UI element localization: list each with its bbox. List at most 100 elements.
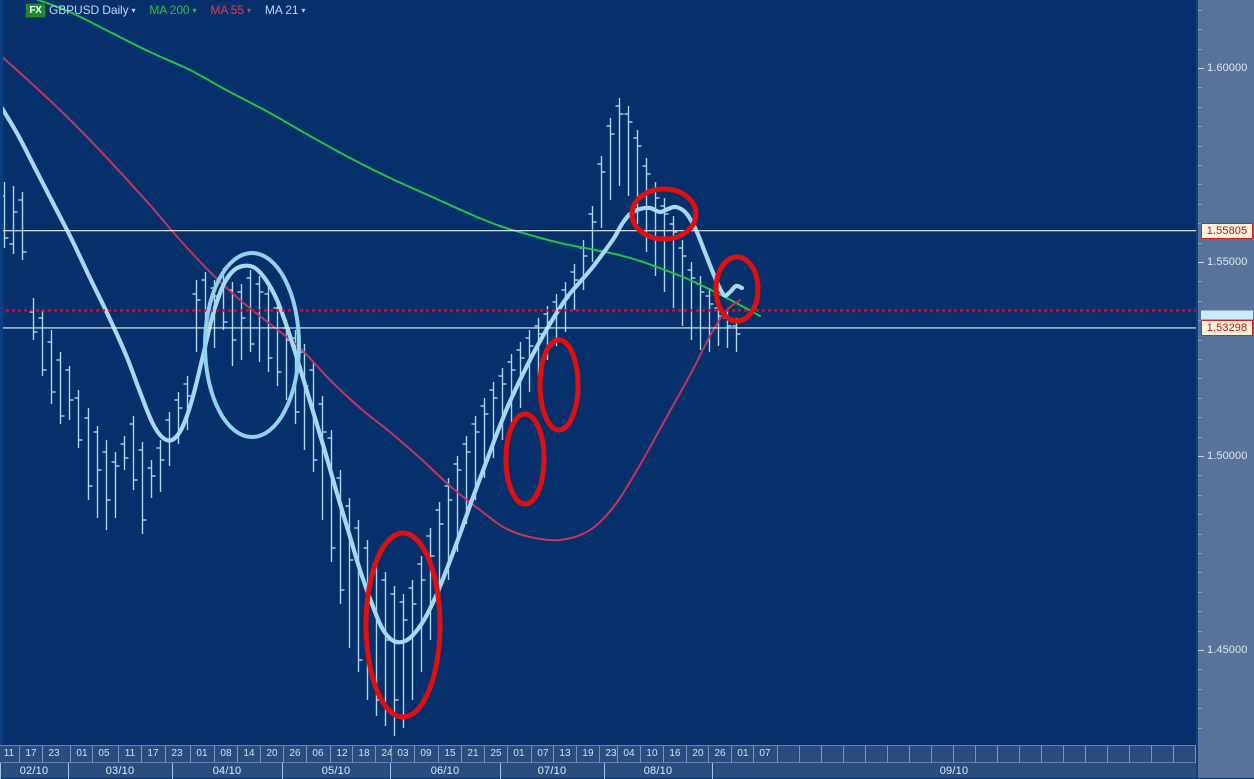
date-axis[interactable]: 11 17 23 01 05 11 17 23 01 08 14 20 26 06 12 18 24 03 09 15… — [0, 745, 1254, 779]
date-axis-separator — [1151, 746, 1152, 763]
date-axis-separator — [484, 746, 485, 763]
ma-55-label: MA 55 — [210, 3, 244, 17]
annotation-pullback-entry-2[interactable] — [537, 337, 581, 433]
date-axis-day-label: 19 — [582, 748, 594, 759]
date-axis-day-label: 08 — [220, 748, 232, 759]
date-axis-day-label: 23 — [605, 748, 617, 759]
date-axis-separator — [975, 746, 976, 763]
ma-line-ma-21 — [0, 102, 745, 645]
price-axis-minor-tick — [1198, 552, 1202, 554]
annotation-pullback-entry-1[interactable] — [503, 411, 547, 507]
price-axis[interactable]: 1.60000 1.55000 1.50000 1.45000 1.55805 1.532… — [1196, 0, 1254, 745]
date-axis-month-separator — [604, 763, 605, 779]
chart-toolbar: FX GBPUSD Daily ▾ MA 200 ▾ MA 55 ▾ MA 21 ▾ — [0, 0, 1254, 20]
price-axis-minor-tick — [1198, 533, 1202, 535]
price-axis-tick — [1198, 67, 1204, 69]
date-axis-separator — [1107, 746, 1108, 763]
price-axis-minor-tick — [1198, 688, 1202, 690]
price-axis-minor-tick — [1198, 320, 1202, 322]
date-axis-separator — [865, 746, 866, 763]
date-axis-day-label: 11 — [3, 748, 15, 759]
ma-line-ma-200 — [37, 0, 761, 317]
date-axis-month-label: 07/10 — [537, 765, 567, 777]
date-axis-separator — [843, 746, 844, 763]
price-axis-minor-tick — [1198, 358, 1202, 360]
plot-left-edge — [0, 0, 3, 745]
price-axis-minor-tick — [1198, 611, 1202, 613]
date-axis-day-label: 16 — [669, 748, 681, 759]
date-axis-month-label: 06/10 — [430, 765, 460, 777]
date-axis-month-separator — [0, 763, 1, 779]
date-axis-separator — [553, 746, 554, 763]
price-axis-minor-tick — [1198, 591, 1202, 593]
chevron-down-icon: ▾ — [301, 6, 306, 15]
price-axis-minor-tick — [1198, 475, 1202, 477]
price-axis-label: 1.45000 — [1207, 643, 1248, 656]
price-axis-minor-tick — [1198, 397, 1202, 399]
date-axis-separator — [663, 746, 664, 763]
date-axis-separator — [330, 746, 331, 763]
date-axis-separator — [931, 746, 932, 763]
date-axis-separator — [391, 746, 392, 763]
date-axis-day-label: 18 — [358, 748, 370, 759]
date-axis-day-label: 01 — [76, 748, 88, 759]
symbol-label: GBPUSD Daily — [49, 3, 129, 17]
date-axis-day-label: 21 — [467, 748, 479, 759]
date-axis-day-label: 26 — [714, 748, 726, 759]
annotation-bullish-reversal[interactable] — [363, 530, 443, 720]
date-axis-month-label: 03/10 — [105, 765, 135, 777]
annotation-top-rollover[interactable] — [629, 186, 699, 242]
date-axis-day-label: 20 — [692, 748, 704, 759]
price-axis-minor-tick — [1198, 727, 1202, 729]
last-price-badge[interactable]: 1.53298 — [1201, 319, 1253, 336]
date-axis-separator — [42, 746, 43, 763]
date-axis-separator — [19, 746, 20, 763]
date-axis-separator — [352, 746, 353, 763]
date-axis-separator — [799, 746, 800, 763]
date-axis-day-label: 01 — [513, 748, 525, 759]
ma-21-label: MA 21 — [264, 3, 299, 17]
date-axis-day-label: 11 — [124, 748, 136, 759]
date-axis-separator — [237, 746, 238, 763]
date-axis-separator — [414, 746, 415, 763]
date-axis-separator — [708, 746, 709, 763]
price-axis-minor-tick — [1198, 126, 1202, 128]
date-axis-separator — [70, 746, 71, 763]
price-axis-minor-tick — [1198, 708, 1202, 710]
annotation-consolidation-zone[interactable] — [203, 251, 301, 439]
date-axis-separator — [1173, 746, 1174, 763]
indicator-ma-21[interactable]: MA 21 ▾ — [251, 3, 306, 17]
date-axis-day-label: 03 — [397, 748, 409, 759]
date-axis-month-separator — [282, 763, 283, 779]
date-axis-month-separator — [172, 763, 173, 779]
date-axis-day-label: 17 — [25, 748, 37, 759]
price-axis-label: 1.50000 — [1207, 449, 1248, 462]
indicator-ma-200[interactable]: MA 200 ▾ — [135, 3, 196, 17]
date-axis-separator — [1063, 746, 1064, 763]
date-axis-month-separator — [68, 763, 69, 779]
indicator-ma-55[interactable]: MA 55 ▾ — [196, 3, 251, 17]
annotation-bearish-retest[interactable] — [713, 254, 761, 324]
chart-canvas — [0, 0, 1196, 736]
date-axis-separator — [1085, 746, 1086, 763]
price-axis-tick — [1198, 649, 1204, 651]
fx-icon: FX — [25, 2, 46, 18]
symbol-selector[interactable]: GBPUSD Daily ▾ — [46, 3, 136, 17]
chevron-down-icon: ▾ — [246, 6, 251, 15]
date-axis-day-label: 25 — [490, 748, 502, 759]
date-axis-day-label: 07 — [537, 748, 549, 759]
date-axis-days-row: 11 17 23 01 05 11 17 23 01 08 14 20 26 06 12 18 24 03 09 15… — [0, 746, 1196, 763]
price-axis-minor-tick — [1198, 281, 1202, 283]
date-axis-day-label: 13 — [559, 748, 571, 759]
date-axis-separator — [190, 746, 191, 763]
date-axis-separator — [141, 746, 142, 763]
date-axis-separator — [461, 746, 462, 763]
upper-level-badge[interactable]: 1.55805 — [1201, 222, 1253, 239]
date-axis-day-label: 01 — [737, 748, 749, 759]
date-axis-months-row: 02/10 03/10 04/10 05/10 06/10 07/10 08/10 09/10 — [0, 763, 1196, 779]
date-axis-day-label: 09 — [420, 748, 432, 759]
date-axis-separator — [821, 746, 822, 763]
price-axis-minor-tick — [1198, 29, 1202, 31]
date-axis-separator — [165, 746, 166, 763]
chart-plot-area[interactable] — [0, 0, 1196, 745]
